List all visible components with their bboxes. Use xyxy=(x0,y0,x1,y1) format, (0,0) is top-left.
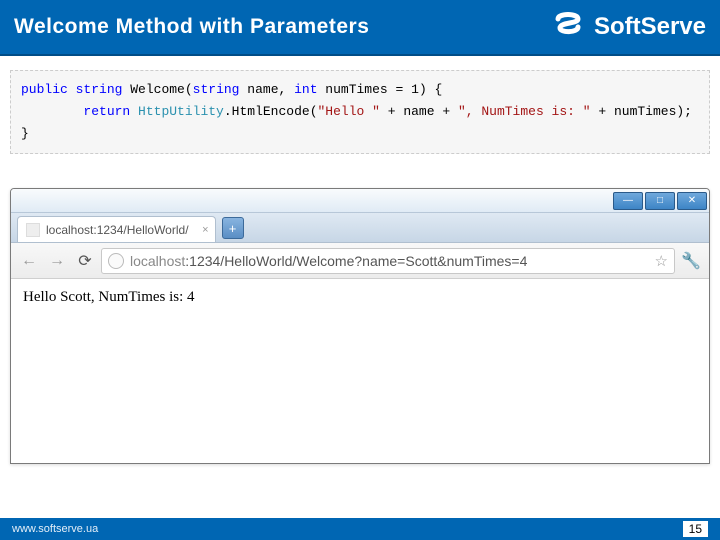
favicon-icon xyxy=(26,223,40,237)
footer-url: www.softserve.ua xyxy=(12,523,98,535)
window-titlebar: — □ ✕ xyxy=(11,189,709,213)
address-host: localhost xyxy=(130,253,185,269)
code-snippet: public string Welcome(string name, int n… xyxy=(10,70,710,154)
minimize-button[interactable]: — xyxy=(613,192,643,210)
softserve-icon xyxy=(550,9,586,45)
slide-title: Welcome Method with Parameters xyxy=(14,15,369,39)
code-token: ", NumTimes is: " xyxy=(458,104,591,119)
code-token: .HtmlEncode( xyxy=(224,104,318,119)
address-bar[interactable]: localhost:1234/HelloWorld/Welcome?name=S… xyxy=(101,248,675,274)
page-number: 15 xyxy=(683,521,708,537)
code-token: + numTimes); xyxy=(591,104,692,119)
code-token: numTimes = xyxy=(318,82,412,97)
code-token: name, xyxy=(239,82,294,97)
code-token: HttpUtility xyxy=(138,104,224,119)
brand-logo: SoftServe xyxy=(550,9,706,45)
code-token: public xyxy=(21,82,68,97)
browser-toolbar: ← → ⟳ localhost:1234/HelloWorld/Welcome?… xyxy=(11,243,709,279)
code-token: ) { xyxy=(419,82,442,97)
code-token: int xyxy=(294,82,317,97)
settings-wrench-icon[interactable]: 🔧 xyxy=(679,249,703,273)
close-button[interactable]: ✕ xyxy=(677,192,707,210)
code-token: + name + xyxy=(380,104,458,119)
reload-button[interactable]: ⟳ xyxy=(73,249,97,273)
address-path: :1234/HelloWorld/Welcome?name=Scott&numT… xyxy=(185,253,527,269)
code-token: string xyxy=(193,82,240,97)
code-token xyxy=(130,104,138,119)
slide-footer: www.softserve.ua 15 xyxy=(0,518,720,540)
slide-header: Welcome Method with Parameters SoftServe xyxy=(0,0,720,56)
brand-text: SoftServe xyxy=(594,13,706,41)
code-token: ( xyxy=(185,82,193,97)
page-content: Hello Scott, NumTimes is: 4 xyxy=(11,279,709,463)
code-token: string xyxy=(76,82,123,97)
new-tab-button[interactable]: + xyxy=(222,217,244,239)
code-token: return xyxy=(83,104,130,119)
code-token: 1 xyxy=(411,82,419,97)
code-token: Welcome xyxy=(130,82,185,97)
forward-button[interactable]: → xyxy=(45,249,69,273)
browser-tab[interactable]: localhost:1234/HelloWorld/ × xyxy=(17,216,216,242)
globe-icon xyxy=(108,253,124,269)
browser-window: — □ ✕ localhost:1234/HelloWorld/ × + ← →… xyxy=(10,188,710,464)
maximize-button[interactable]: □ xyxy=(645,192,675,210)
code-token xyxy=(21,104,83,119)
code-token: "Hello " xyxy=(318,104,380,119)
tab-strip: localhost:1234/HelloWorld/ × + xyxy=(11,213,709,243)
tab-label: localhost:1234/HelloWorld/ xyxy=(46,223,189,237)
bookmark-star-icon[interactable]: ☆ xyxy=(655,252,668,270)
code-token: } xyxy=(21,126,29,141)
page-output-text: Hello Scott, NumTimes is: 4 xyxy=(23,289,195,305)
back-button[interactable]: ← xyxy=(17,249,41,273)
tab-close-icon[interactable]: × xyxy=(202,224,208,236)
